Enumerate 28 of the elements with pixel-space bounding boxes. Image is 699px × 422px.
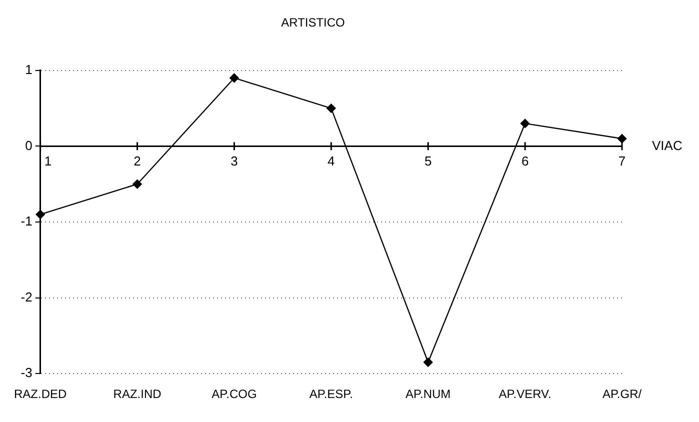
annotation: 2	[134, 153, 141, 168]
point	[132, 180, 142, 189]
y-tick-label: -2	[20, 289, 32, 304]
annotation: 1	[44, 153, 52, 168]
annotation: 6	[521, 153, 529, 168]
x-tick-label: AP.ESP.	[309, 387, 353, 402]
y-tick-label: 1	[25, 62, 32, 77]
y-tick-label: 0	[25, 138, 32, 153]
x-tick-label: AP.GR/	[602, 387, 642, 402]
x-tick-label: AP.NUM	[406, 387, 451, 402]
chart-title: ARTISTICO	[281, 16, 345, 30]
annotation: 5	[424, 153, 432, 168]
point	[230, 73, 239, 83]
annotation: 4	[328, 153, 335, 168]
y-tick-label: -1	[20, 214, 32, 229]
annotation: 3	[230, 153, 238, 168]
x-tick-label: RAZ.DED	[14, 387, 68, 402]
point	[520, 118, 530, 128]
annotation: 7	[618, 153, 626, 168]
x-tick-label: AP.COG	[212, 387, 257, 402]
x-tick-label: RAZ.IND	[113, 387, 162, 402]
point	[424, 358, 433, 367]
x-axis-title: VIAC	[652, 138, 682, 153]
point	[326, 104, 336, 113]
point	[617, 134, 627, 144]
y-tick-label: -3	[20, 365, 32, 380]
x-tick-label: AP.VERV.	[498, 387, 552, 402]
point	[36, 210, 45, 220]
